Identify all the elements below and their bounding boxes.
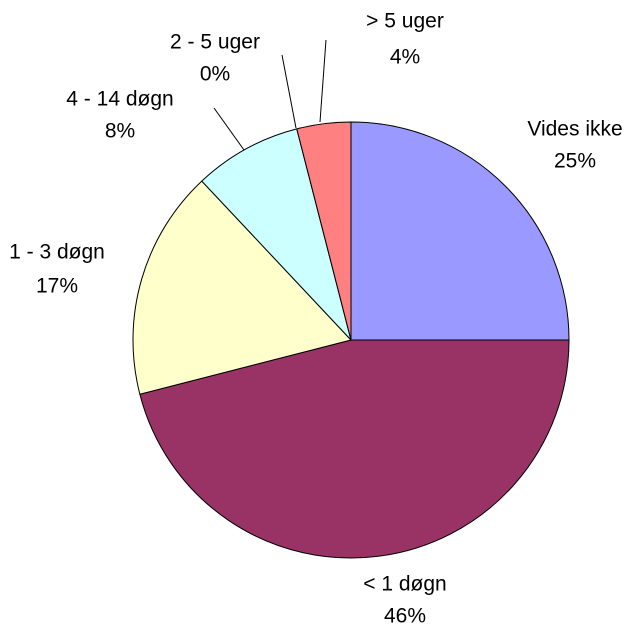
pie-slice [201, 128, 352, 341]
leader-line [281, 54, 297, 129]
pie-slice [132, 180, 352, 395]
value-label: 8% [105, 120, 135, 143]
leader-line [319, 39, 327, 123]
value-label: 0% [200, 63, 230, 86]
value-label: 25% [554, 150, 596, 173]
value-label: 46% [384, 605, 426, 628]
slice-label: < 1 døgn [363, 573, 446, 596]
pie-slice [296, 121, 352, 341]
slice-label: 2 - 5 uger [170, 31, 260, 54]
slice-label: Vides ikke [527, 118, 622, 141]
leader-line [213, 107, 245, 151]
slice-label: > 5 uger [366, 10, 444, 33]
slice-label: 4 - 14 døgn [66, 88, 173, 111]
value-label: 4% [390, 46, 420, 69]
value-label: 17% [36, 275, 78, 298]
slice-label: 1 - 3 døgn [9, 241, 105, 264]
pie-slice [139, 339, 570, 559]
pie-slice [350, 121, 570, 341]
